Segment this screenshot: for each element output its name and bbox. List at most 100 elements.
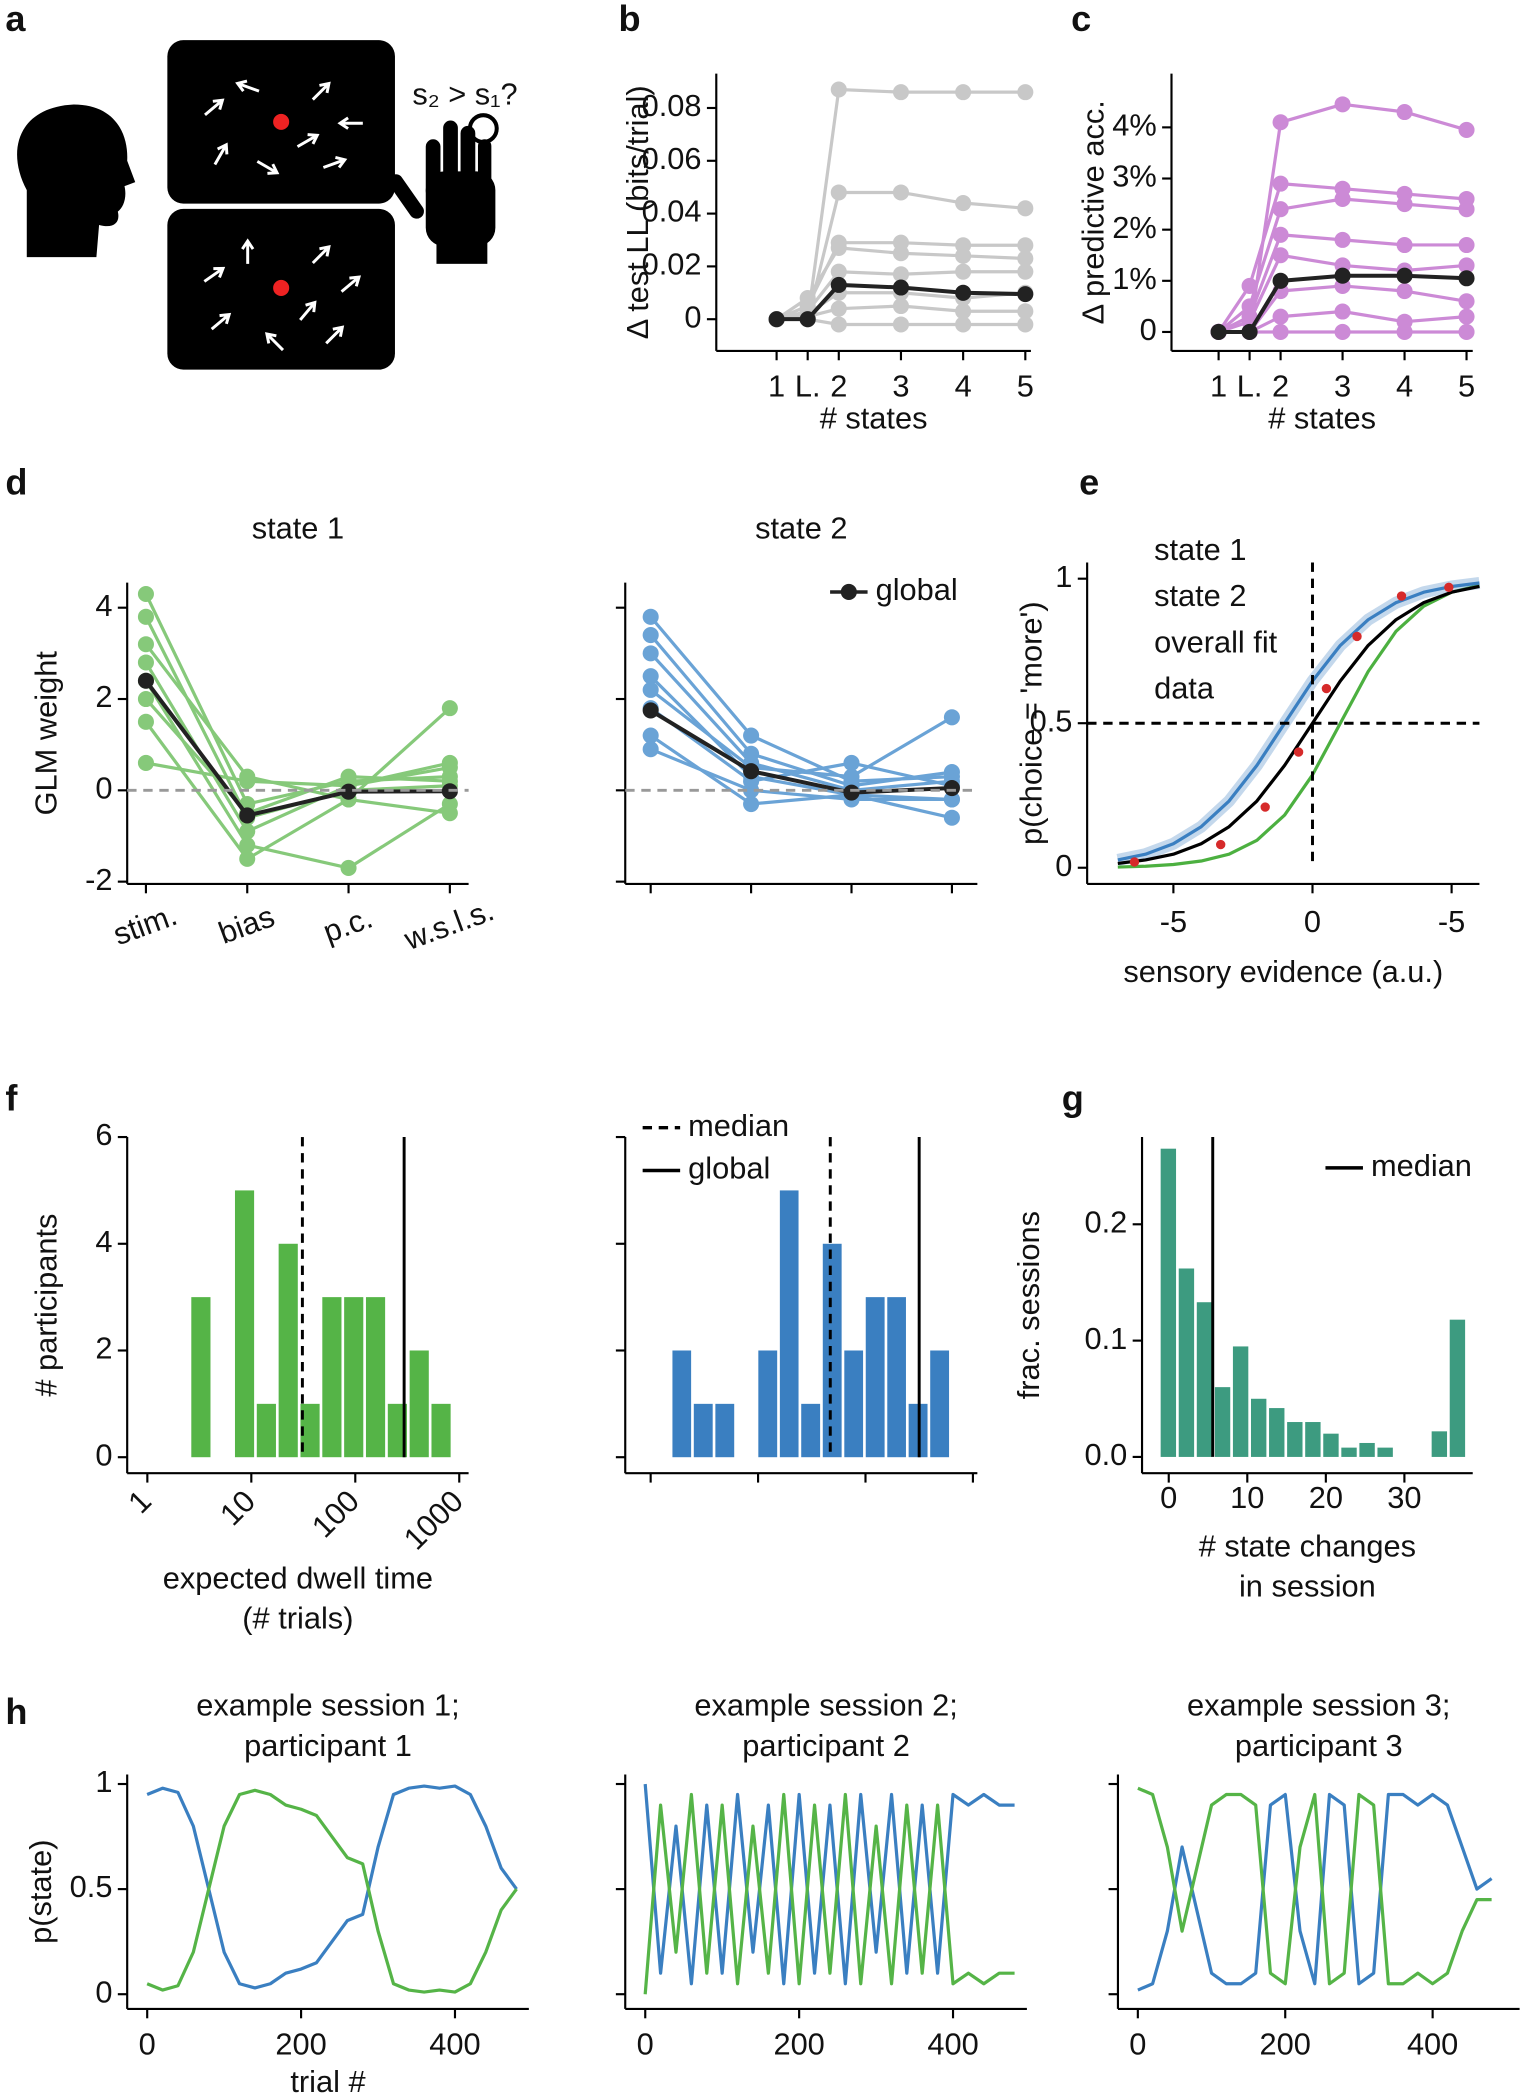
series-line	[649, 634, 953, 788]
data-point	[239, 850, 256, 867]
chart: state 2 global	[615, 510, 978, 894]
chart: 0 200 400 example session 2; participant 2	[615, 1688, 1027, 2062]
x-axis-label: sensory evidence (a.u.)	[1123, 954, 1443, 989]
x-tick-label: bias	[214, 898, 279, 950]
y-tick-label: 2	[95, 1331, 112, 1366]
data-point	[642, 741, 659, 758]
y-axis-label: frac. sessions	[1011, 1211, 1046, 1399]
chart-title: state 1	[252, 510, 344, 545]
data-point	[1458, 293, 1475, 310]
data-point	[830, 300, 847, 317]
data-point	[955, 84, 972, 101]
data-point	[743, 795, 760, 813]
bar	[844, 1350, 864, 1458]
x-tick-label: 400	[927, 2027, 978, 2062]
data-point	[642, 727, 659, 744]
data-point	[892, 245, 909, 262]
data-point	[137, 585, 154, 603]
data-point	[1458, 236, 1475, 254]
x-tick-label: 1000	[397, 1483, 470, 1556]
panel-letter: c	[1071, 0, 1091, 39]
data-point	[1210, 323, 1227, 341]
legend-label: state 2	[1154, 578, 1246, 613]
data-point	[1017, 250, 1034, 267]
series-line	[649, 615, 952, 783]
data-point	[1458, 308, 1475, 325]
data-point	[1272, 226, 1289, 243]
data-point	[1334, 231, 1351, 248]
series-line	[146, 1784, 518, 1990]
bar	[1359, 1442, 1375, 1457]
series-line	[144, 697, 450, 815]
y-tick-label: 0.2	[1085, 1204, 1128, 1239]
bar	[693, 1403, 713, 1458]
bar	[191, 1297, 211, 1458]
bar	[431, 1403, 451, 1458]
y-tick-label: -2	[85, 862, 112, 897]
chart: 0 2 4 6 1 10 100 1000 f # participants expected dw…	[5, 1077, 470, 1635]
y-tick-label: 1	[1055, 559, 1072, 594]
data-point	[441, 754, 458, 771]
x-tick-label: p.c.	[318, 900, 377, 950]
y-tick-label: 0	[95, 1437, 112, 1472]
chart-title: example session 3;	[1187, 1688, 1450, 1723]
data-point	[1241, 323, 1258, 341]
chart-title: state 2	[755, 510, 847, 545]
x-tick-label: 0	[1160, 1480, 1177, 1515]
bar	[1323, 1433, 1339, 1457]
data-point	[642, 608, 659, 625]
x-tick-label: 4	[955, 369, 972, 404]
data-point	[1017, 200, 1034, 217]
data-point	[137, 713, 154, 730]
x-tick-label: 0	[1304, 904, 1321, 939]
bar	[300, 1403, 320, 1458]
y-tick-label: 0.06	[642, 141, 702, 176]
data-point	[1334, 323, 1351, 341]
series-line	[1117, 584, 1480, 866]
series-line	[649, 675, 952, 802]
data-point	[1396, 283, 1413, 300]
data-point	[1272, 308, 1289, 325]
chart: 0 0.5 1 0 200 400 h example session 1; participa…	[5, 1688, 529, 2099]
y-tick-label: 0.0	[1085, 1437, 1128, 1472]
y-tick-label: 3%	[1112, 159, 1156, 194]
chart-title: participant 2	[742, 1728, 910, 1763]
data-point	[1272, 272, 1289, 289]
x-tick-label: 0	[1129, 2027, 1146, 2062]
series-line	[1137, 1792, 1493, 1992]
data-point	[1017, 263, 1034, 280]
y-axis-label: p(choice = 'more')	[1014, 601, 1049, 845]
data-point	[1396, 103, 1413, 121]
data-point	[892, 316, 909, 333]
bar	[1178, 1268, 1195, 1457]
data-point	[1260, 802, 1270, 812]
y-tick-label: 4	[95, 588, 112, 623]
chart: 0.0 0.1 0.2 0 10 20 30 g frac. sessions # state c…	[1011, 1077, 1473, 1604]
data-point	[799, 290, 816, 307]
legend-label: global	[688, 1151, 770, 1186]
x-axis-label: expected dwell time	[163, 1560, 433, 1595]
legend-label: median	[688, 1108, 789, 1143]
panel-letter: f	[5, 1077, 18, 1118]
data-point	[1272, 323, 1289, 341]
data-point	[843, 754, 860, 771]
bar	[1196, 1302, 1213, 1457]
x-tick-label: 2	[830, 369, 847, 404]
y-tick-label: 0	[95, 1974, 112, 2009]
y-tick-label: 6	[95, 1117, 112, 1152]
series-line	[649, 652, 953, 792]
data-point	[830, 276, 847, 293]
data-point	[955, 263, 972, 280]
bar	[1449, 1319, 1466, 1457]
data-point	[892, 84, 909, 101]
bar	[1214, 1387, 1231, 1457]
chart: -2 0 2 4 stim. bias p.c. w.s.l.s. d state 1 GLM we…	[5, 461, 498, 957]
data-point	[955, 284, 972, 301]
bar	[1232, 1346, 1249, 1457]
legend-label: state 1	[1154, 532, 1246, 567]
bar	[930, 1350, 950, 1458]
data-point	[892, 266, 909, 283]
data-point	[137, 608, 154, 625]
y-tick-label: 0.04	[642, 194, 702, 229]
bar	[1341, 1447, 1357, 1457]
